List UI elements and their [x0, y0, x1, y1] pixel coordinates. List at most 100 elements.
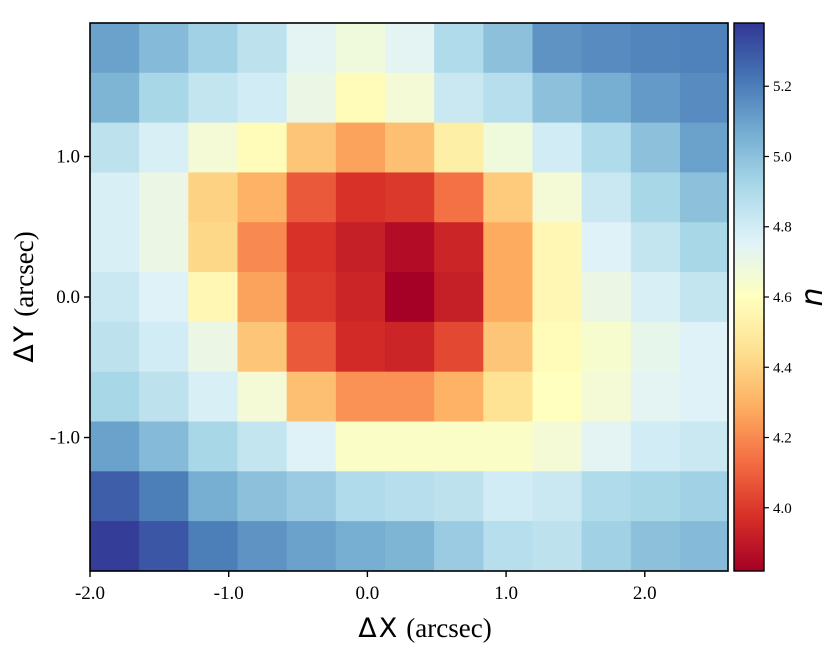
heatmap-cell [581, 471, 632, 522]
heatmap-cell [434, 421, 484, 472]
heatmap-cell [286, 23, 337, 74]
heatmap-cell [434, 321, 484, 373]
heatmap-cell [188, 23, 239, 74]
heatmap-cells [90, 23, 729, 572]
heatmap-cell [90, 272, 140, 323]
heatmap-cell [385, 471, 435, 522]
heatmap-cell [286, 122, 337, 174]
heatmap-cell [385, 321, 435, 373]
heatmap-cell [335, 521, 386, 572]
heatmap-cell [139, 471, 189, 522]
heatmap-cell [188, 172, 239, 223]
heatmap-cell [581, 72, 632, 124]
y-tick-label: 1.0 [56, 146, 80, 167]
heatmap-cell [680, 23, 729, 74]
heatmap-cell [385, 72, 435, 124]
heatmap-cell [630, 321, 681, 373]
heatmap-cell [581, 521, 632, 572]
heatmap-cell [188, 272, 239, 323]
heatmap-cell [385, 371, 435, 423]
heatmap-cell [286, 272, 337, 323]
heatmap-cell [139, 23, 189, 74]
heatmap-cell [532, 222, 583, 273]
heatmap-cell [581, 321, 632, 373]
heatmap-cell [532, 321, 583, 373]
x-axis: -2.0 -1.0 0.0 1.0 2.0 [75, 571, 657, 604]
heatmap-cell [139, 122, 189, 174]
y-axis: 1.0 0.0 -1.0 [50, 146, 90, 449]
heatmap-cell [630, 172, 681, 223]
heatmap-cell [434, 222, 484, 273]
heatmap-cell [188, 72, 239, 124]
x-tick-label: -2.0 [75, 583, 105, 604]
heatmap-cell [335, 72, 386, 124]
heatmap-cell [434, 371, 484, 423]
colorbar-tick-label: 4.6 [773, 290, 792, 306]
heatmap-cell [90, 471, 140, 522]
heatmap-cell [237, 272, 288, 323]
x-tick-label: 0.0 [356, 583, 380, 604]
heatmap-cell [139, 272, 189, 323]
colorbar-tick-label: 5.0 [773, 149, 792, 165]
heatmap-cell [680, 72, 729, 124]
heatmap-cell [483, 421, 534, 472]
heatmap-cell [286, 172, 337, 223]
heatmap-cell [385, 272, 435, 323]
heatmap-cell [237, 72, 288, 124]
heatmap-cell [581, 23, 632, 74]
heatmap-cell [483, 321, 534, 373]
heatmap-cell [532, 421, 583, 472]
colorbar-tick-label: 4.4 [773, 360, 792, 376]
heatmap-cell [630, 72, 681, 124]
heatmap-cell [286, 521, 337, 572]
heatmap-cell [286, 371, 337, 423]
heatmap-cell [335, 272, 386, 323]
heatmap-cell [385, 172, 435, 223]
heatmap-cell [581, 421, 632, 472]
heatmap-cell [630, 272, 681, 323]
colorbar-title: n [795, 287, 830, 306]
y-axis-title: ΔY(arcsec) [9, 231, 40, 362]
heatmap-cell [286, 222, 337, 273]
heatmap-cell [483, 371, 534, 423]
x-tick-label: 2.0 [633, 583, 657, 604]
heatmap-cell [532, 371, 583, 423]
heatmap-cell [483, 272, 534, 323]
heatmap-cell [483, 122, 534, 174]
heatmap-cell [139, 72, 189, 124]
heatmap-cell [90, 321, 140, 373]
heatmap-cell [335, 471, 386, 522]
heatmap-cell [188, 421, 239, 472]
heatmap-cell [680, 321, 729, 373]
heatmap-cell [237, 471, 288, 522]
heatmap-cell [581, 122, 632, 174]
heatmap-cell [680, 272, 729, 323]
heatmap-cell [532, 471, 583, 522]
heatmap-cell [434, 172, 484, 223]
heatmap-cell [90, 72, 140, 124]
heatmap-cell [237, 23, 288, 74]
heatmap-cell [188, 222, 239, 273]
heatmap-cell [630, 122, 681, 174]
heatmap-cell [335, 222, 386, 273]
heatmap-cell [483, 471, 534, 522]
y-tick-label: -1.0 [50, 428, 80, 449]
heatmap-cell [630, 471, 681, 522]
heatmap-cell [335, 371, 386, 423]
heatmap-cell [237, 172, 288, 223]
heatmap-cell [139, 521, 189, 572]
x-tick-label: 1.0 [494, 583, 518, 604]
colorbar-tick-label: 4.8 [773, 220, 792, 236]
heatmap-cell [90, 222, 140, 273]
heatmap-cell [90, 371, 140, 423]
heatmap-cell [139, 172, 189, 223]
heatmap-cell [335, 172, 386, 223]
heatmap-cell [385, 122, 435, 174]
heatmap-cell [237, 222, 288, 273]
heatmap-cell [630, 222, 681, 273]
heatmap-cell [90, 172, 140, 223]
heatmap-cell [188, 521, 239, 572]
colorbar [733, 22, 765, 572]
heatmap-cell [532, 72, 583, 124]
heatmap-cell [90, 521, 140, 572]
